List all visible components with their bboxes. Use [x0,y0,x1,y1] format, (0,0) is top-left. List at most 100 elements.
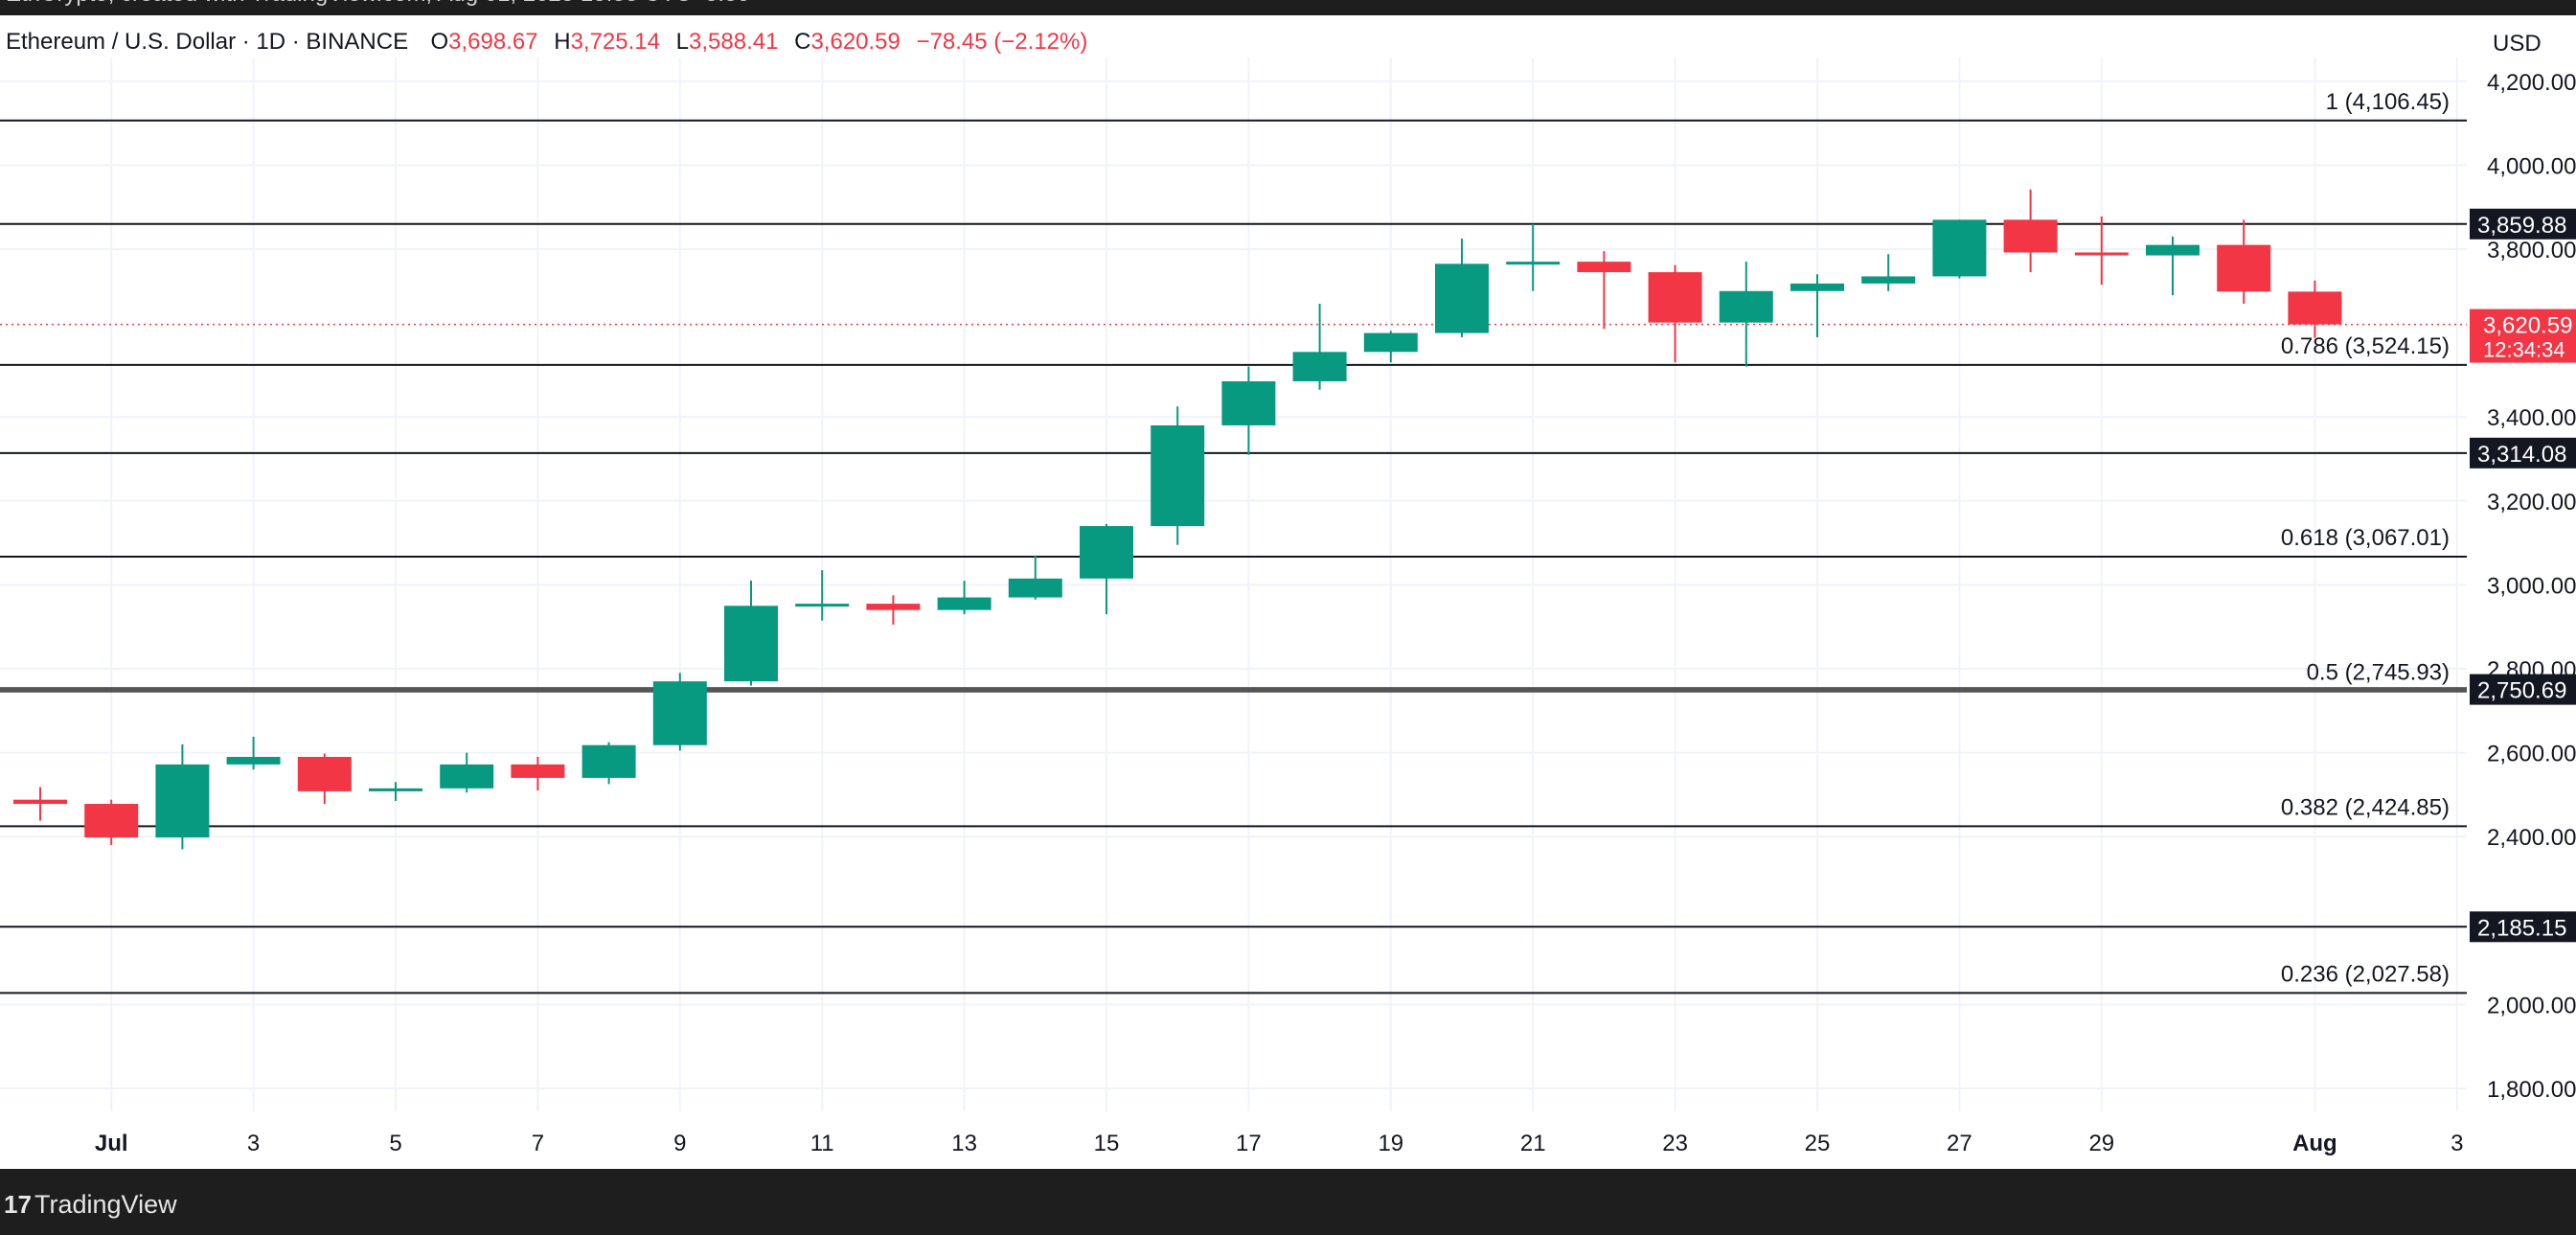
candle [1577,251,1631,330]
symbol-name: Ethereum / U.S. Dollar · 1D · BINANCE [6,29,409,55]
candle-body [84,804,139,838]
candle [2288,280,2342,338]
candle [1648,264,1702,363]
candle-body [2217,244,2271,292]
price-level-tag [2470,437,2576,469]
axes: 4,200.00 4,000.00 3,800.00 3,400.00 3,200.00… [95,70,2576,1156]
price-chart[interactable]: 1 (4,106.45) 0.786 (3,524.15) 0.618 (3,067… [0,0,2576,1169]
candle [155,743,210,850]
candle [2146,236,2200,296]
price-level-label: 3,859.88 [2477,213,2566,239]
price-level-tag [2470,911,2576,943]
symbol-header[interactable]: Ethereum / U.S. Dollar · 1D · BINANCE O3… [6,29,1087,56]
candle [1292,303,1347,390]
fib-level-label: 0.786 (3,524.15) [2281,333,2450,359]
brand-name[interactable]: TradingView [34,1190,177,1219]
level-lines: 1 (4,106.45) 0.786 (3,524.15) 0.618 (3,067… [0,89,2576,995]
x-tick-label: 23 [1662,1131,1688,1156]
fib-level-label: 0.382 (2,424.85) [2281,794,2450,820]
candle-body [866,604,921,610]
candle [724,581,778,686]
currency-button[interactable]: USD [2493,31,2542,57]
x-tick-label: 27 [1947,1131,1972,1156]
candle [1719,262,1773,367]
candle [2003,189,2058,273]
x-tick-label: Jul [95,1131,128,1156]
candle-body [1363,332,1418,353]
candle [1506,223,1561,291]
y-tick-label: 2,800.00 [2487,657,2576,683]
watermark-text: EthCrypto, created with TradingView.com,… [6,0,750,8]
x-tick-label: 7 [532,1131,544,1156]
y-tick-label: 3,000.00 [2487,573,2576,599]
candles [13,189,2342,850]
candle-body [1221,380,1276,425]
tradingview-logo-icon[interactable]: 17 [4,1190,32,1219]
candle-body [1008,578,1062,598]
x-tick-label: 3 [247,1131,260,1156]
last-price-tag [2470,309,2576,363]
y-tick-label: 3,800.00 [2487,238,2576,263]
price-level-tag [2470,208,2576,240]
y-tick-label: 2,600.00 [2487,742,2576,767]
candle-body [1506,262,1561,265]
candle [226,736,281,770]
y-tick-label: 4,200.00 [2487,70,2576,96]
y-tick-label: 2,400.00 [2487,825,2576,851]
candle-body [155,764,210,838]
x-tick-label: Aug [2292,1131,2337,1156]
candle [1363,331,1418,363]
candle [652,673,707,751]
candle [1221,366,1276,455]
y-tick-label: 3,400.00 [2487,405,2576,431]
low-label: L [675,29,690,55]
x-tick-label: 13 [951,1131,977,1156]
x-tick-label: 29 [2088,1131,2114,1156]
x-tick-label: 15 [1094,1131,1120,1156]
footer-bar: 17 TradingView [0,1169,2576,1235]
candle-body [1292,352,1347,381]
candle-body [440,764,494,789]
fib-level-label: 0.5 (2,745.93) [2307,660,2450,686]
candle [84,799,139,845]
candle-body [1648,272,1702,323]
high-value: 3,725.14 [570,29,660,55]
x-tick-label: 11 [810,1131,834,1156]
candle-body [1435,263,1489,333]
candle [866,595,921,626]
y-tick-label: 1,800.00 [2487,1077,2576,1103]
candle [1151,406,1205,545]
x-tick-label: 9 [673,1131,686,1156]
x-tick-label: 17 [1236,1131,1262,1156]
candle-body [297,756,352,791]
y-tick-label: 4,000.00 [2487,153,2576,179]
candle-body [2074,252,2129,256]
fib-level-label: 0.618 (3,067.01) [2281,525,2450,551]
candle [1932,219,1987,279]
candle [511,756,565,791]
candle [937,581,992,615]
candle-body [1577,262,1631,273]
candle-body [1861,276,1916,284]
candle [1435,239,1489,337]
candle-body [2003,219,2058,253]
low-value: 3,588.41 [689,29,779,55]
close-label: C [794,29,811,55]
candle-body [1719,290,1773,323]
candle-body [2146,244,2200,256]
close-value: 3,620.59 [810,29,900,55]
candle [369,782,422,801]
candle-body [1932,219,1987,277]
candle [440,752,494,793]
candle-body [581,744,636,778]
open-value: 3,698.67 [448,29,538,55]
candle-body [2288,291,2342,325]
fib-level-label: 0.236 (2,027.58) [2281,961,2450,987]
candle-body [1080,526,1133,579]
price-level-label: 3,314.08 [2477,442,2566,468]
candle [13,787,67,821]
candle [297,753,352,805]
top-watermark-bar: EthCrypto, created with TradingView.com,… [0,0,2576,15]
candle-body [795,604,850,607]
y-tick-label: 3,200.00 [2487,490,2576,515]
